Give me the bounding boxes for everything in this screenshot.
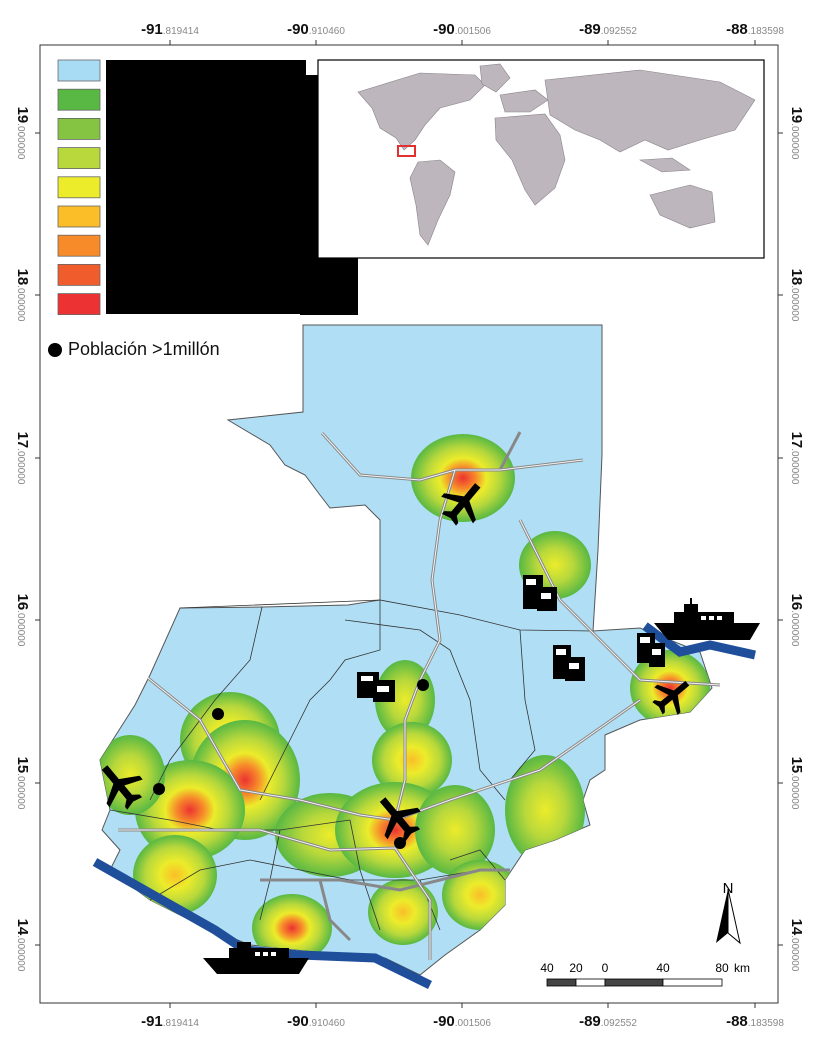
tick-label: 15.000000 (14, 757, 31, 810)
scale-label: 40 (656, 961, 670, 975)
tick-label: -90.001506 (433, 21, 491, 38)
legend-swatch (57, 118, 101, 140)
scale-unit: km (734, 961, 750, 975)
north-label: N (723, 880, 734, 897)
heatmap-layer (100, 434, 710, 962)
tick-label: -88.183598 (726, 21, 784, 38)
legend-label-redaction (106, 60, 306, 314)
tick-label: -89.092552 (579, 21, 637, 38)
airplane-icon (101, 765, 143, 810)
legend-swatch (57, 176, 101, 199)
tick-label: 14.000000 (788, 919, 805, 972)
tick-label: -88.183598 (726, 1013, 784, 1030)
axis-ticks: -91.819414 -91.819414 -90.910460 -90.910460… (14, 21, 805, 1030)
airplane-icon (652, 680, 690, 715)
tick-label: 14.000000 (14, 919, 31, 972)
warehouse-icon (357, 672, 395, 702)
europe (499, 89, 549, 113)
tick-label: -90.910460 (287, 21, 345, 38)
legend-swatch (57, 293, 101, 316)
scale-label: 40 (540, 961, 554, 975)
australia (649, 184, 716, 229)
population-dot (394, 837, 406, 849)
heat-spot-center (372, 722, 452, 798)
airplane-icon (379, 797, 421, 842)
road-network-core (118, 432, 721, 960)
warehouse-icon (637, 633, 665, 667)
ship-icon (654, 598, 760, 640)
tick-label: 19.000000 (14, 107, 31, 160)
asia (544, 69, 756, 153)
north-america (357, 72, 486, 151)
caribbean-coastline (642, 622, 756, 660)
tick-label: 15.000000 (788, 757, 805, 810)
legend-swatches (57, 59, 101, 316)
warehouse-icon (523, 575, 557, 611)
ship-icon (203, 942, 309, 974)
tick-label: 17.000000 (14, 432, 31, 485)
tick-label: 16.000000 (788, 594, 805, 647)
greenland (479, 63, 511, 93)
population-dot (417, 679, 429, 691)
tick-label: 19.000000 (788, 107, 805, 160)
north-arrow-icon (716, 888, 741, 945)
scale-bar: 40 20 0 40 80 km (540, 961, 750, 987)
heat-spot-peten (411, 434, 515, 522)
legend-swatch (57, 263, 101, 286)
population-legend-label: Población >1millón (68, 339, 220, 359)
population-dot (153, 783, 165, 795)
legend-swatch (57, 234, 101, 257)
heat-spot-izabal (630, 650, 710, 726)
south-america (409, 159, 456, 246)
airplane-icon (441, 483, 481, 526)
warehouse-icon (553, 645, 585, 681)
legend-swatch (57, 147, 101, 170)
world-inset (317, 59, 765, 259)
heat-spot-jalapa (415, 785, 495, 875)
population-legend-dot (48, 343, 62, 357)
scale-label: 80 (715, 961, 729, 975)
heat-spot-escuintla (252, 894, 332, 962)
tick-label: 18.000000 (14, 269, 31, 322)
africa (494, 113, 566, 206)
tick-label: 16.000000 (14, 594, 31, 647)
guatemala-locator-box (397, 145, 416, 157)
tick-label: -89.092552 (579, 1013, 637, 1030)
department-boundaries (109, 599, 594, 931)
tick-label: -90.910460 (287, 1013, 345, 1030)
legend-swatch (57, 59, 101, 82)
scale-label: 0 (602, 961, 609, 975)
indonesia (638, 157, 691, 173)
tick-label: -91.819414 (141, 1013, 199, 1030)
tick-label: 18.000000 (788, 269, 805, 322)
heat-spot-santarosa (368, 879, 438, 945)
legend-swatch (57, 205, 101, 228)
population-dot (212, 708, 224, 720)
scale-label: 20 (569, 961, 583, 975)
legend-swatch (57, 88, 101, 111)
tick-label: 17.000000 (788, 432, 805, 485)
tick-label: -91.819414 (141, 21, 199, 38)
population-dots (153, 679, 429, 849)
tick-label: -90.001506 (433, 1013, 491, 1030)
